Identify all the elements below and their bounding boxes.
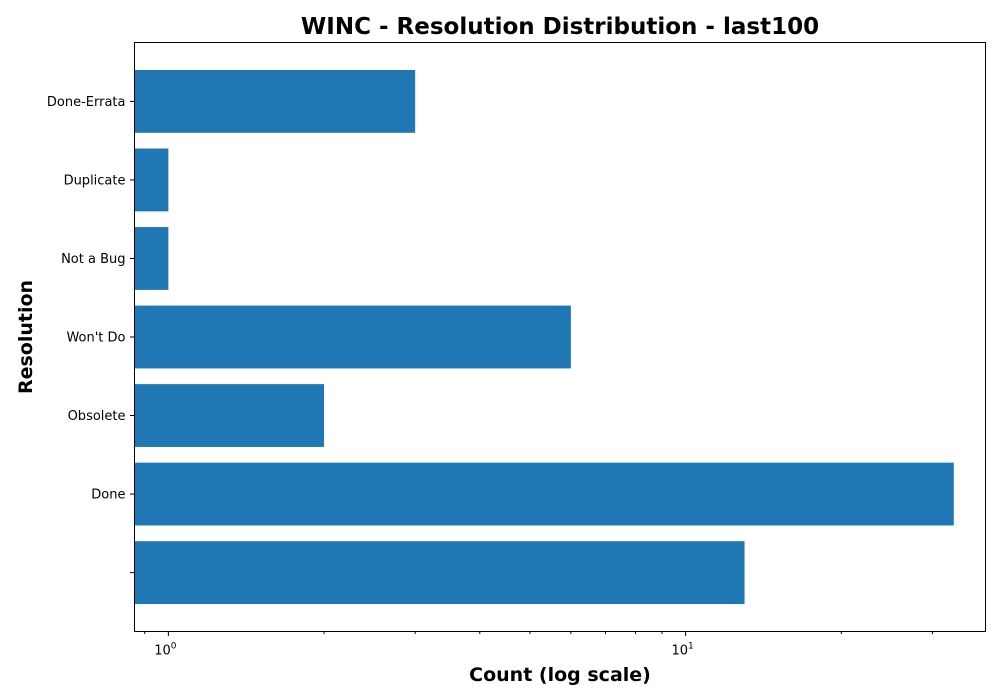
bar [134,305,571,369]
bar [134,384,325,447]
y-tick-label: Not a Bug [61,252,125,267]
y-tick-label: Done-Errata [47,95,126,110]
y-axis-label: Resolution [15,280,37,394]
chart-title: WINC - Resolution Distribution - last100 [301,14,819,40]
y-tick-label: Obsolete [68,409,126,424]
bar [134,148,169,212]
y-tick-label: Won't Do [66,331,125,346]
bar [134,541,745,605]
x-axis-ticks: 100 101 [144,631,933,659]
bar [134,462,954,526]
plot-frame [134,42,986,632]
y-tick-label: Done [91,488,125,503]
bars-group [134,69,954,605]
bar [134,69,416,133]
x-tick-label: 101 [671,642,693,659]
x-axis-label: Count (log scale) [469,664,651,686]
y-tick-label: Duplicate [64,173,126,188]
y-axis-ticks: Done Obsolete Won't Do Not a Bug Duplicate Do… [47,95,135,574]
bar [134,227,169,290]
x-tick-label: 100 [154,642,177,659]
